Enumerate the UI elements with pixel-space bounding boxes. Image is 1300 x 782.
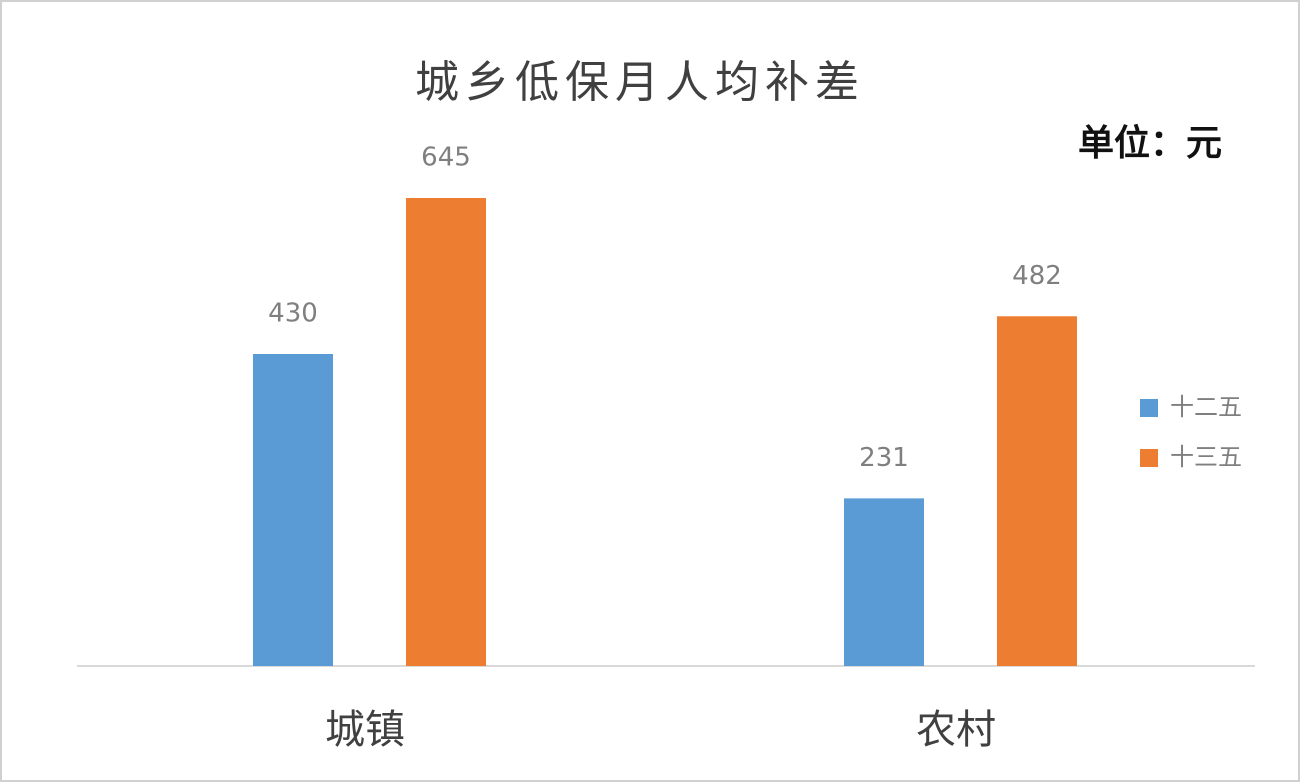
unit-label: 单位：元 — [1078, 123, 1222, 164]
value-label: 482 — [1012, 261, 1062, 291]
x-tick-label: 农村 — [916, 707, 996, 753]
bar — [253, 354, 333, 666]
value-label: 430 — [268, 299, 318, 329]
chart-title: 城乡低保月人均补差 — [415, 57, 865, 108]
legend-swatch — [1140, 399, 1158, 417]
bar — [844, 498, 924, 666]
x-tick-label: 城镇 — [325, 707, 405, 753]
legend-swatch — [1140, 449, 1158, 467]
value-label: 645 — [421, 143, 471, 173]
legend-label: 十三五 — [1170, 443, 1242, 471]
value-label: 231 — [859, 443, 909, 473]
legend-label: 十二五 — [1170, 393, 1242, 421]
bar — [406, 198, 486, 666]
bar — [997, 316, 1077, 666]
